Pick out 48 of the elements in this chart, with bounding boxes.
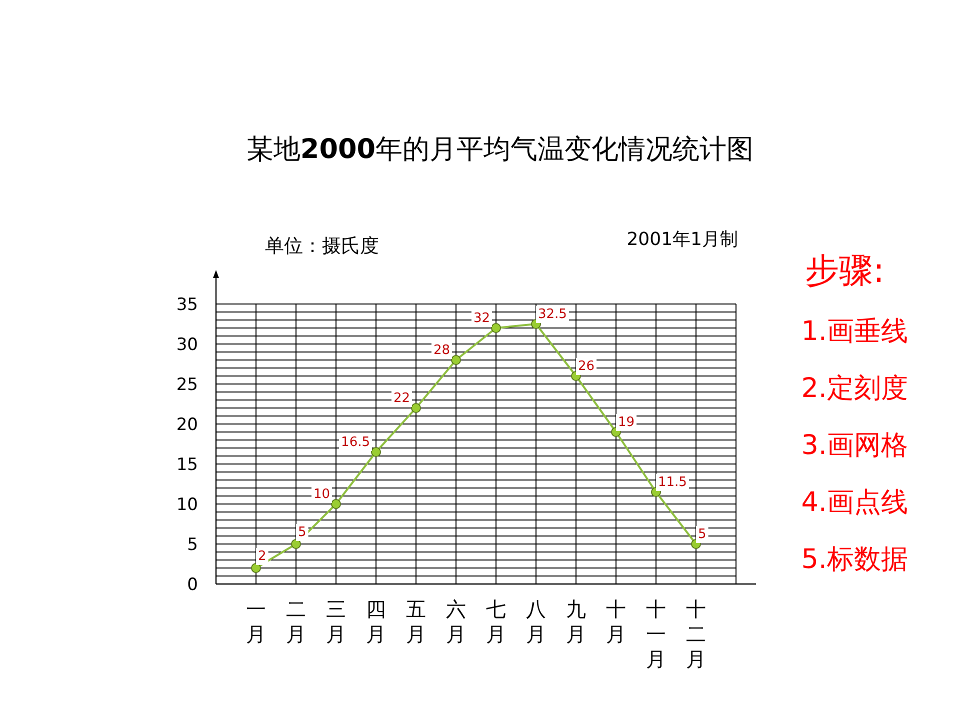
- data-label: 28: [433, 343, 450, 358]
- y-axis-title: 单位：摄氏度: [265, 235, 379, 257]
- x-tick-label: 三月: [326, 597, 346, 646]
- x-tick-label: 四月: [366, 597, 386, 646]
- x-tick-label: 十月: [606, 597, 626, 646]
- x-tick-label: 一月: [246, 597, 266, 646]
- chart-title: 某地2000年的月平均气温变化情况统计图: [246, 134, 754, 165]
- data-label: 26: [578, 359, 595, 374]
- x-tick-label: 六月: [446, 597, 466, 646]
- point: [451, 355, 461, 365]
- text: 2.定刻度: [801, 373, 908, 404]
- data-label: 10: [313, 487, 330, 502]
- y-tick-label: 25: [176, 375, 198, 395]
- text: 3.画网格: [801, 430, 908, 461]
- data-label: 5: [698, 527, 706, 542]
- x-tick-label: 十一月: [646, 597, 666, 671]
- x-tick-label: 二月: [286, 597, 306, 646]
- point: [251, 563, 261, 573]
- data-label: 11.5: [658, 475, 687, 490]
- y-tick-label: 35: [176, 295, 198, 315]
- x-tick-label: 五月: [406, 597, 426, 646]
- y-tick-label: 5: [187, 535, 198, 555]
- x-tick-label: 七月: [486, 597, 506, 646]
- x-tick-label: 九月: [566, 597, 586, 646]
- y-tick-label: 20: [176, 415, 198, 435]
- x-tick-label: 八月: [526, 597, 546, 646]
- data-label: 16.5: [341, 435, 370, 450]
- y-tick-label: 0: [187, 575, 198, 595]
- text: 2001年1月制: [626, 229, 738, 250]
- data-label: 22: [393, 391, 410, 406]
- text: 步骤:: [805, 251, 884, 291]
- point: [291, 539, 301, 549]
- data-label: 32.5: [538, 307, 567, 322]
- data-label: 32: [473, 311, 490, 326]
- data-label: 5: [298, 525, 306, 540]
- point: [371, 447, 381, 457]
- text: 5.标数据: [801, 544, 908, 575]
- data-label: 19: [618, 415, 635, 430]
- point: [331, 499, 341, 509]
- text: 4.画点线: [801, 487, 908, 518]
- point: [411, 403, 421, 413]
- x-tick-label: 十二月: [686, 597, 706, 671]
- point: [491, 323, 501, 333]
- y-tick-label: 10: [176, 495, 198, 515]
- data-label: 2: [258, 549, 266, 564]
- text: 1.画垂线: [801, 316, 908, 347]
- y-tick-label: 30: [176, 335, 198, 355]
- y-tick-label: 15: [176, 455, 198, 475]
